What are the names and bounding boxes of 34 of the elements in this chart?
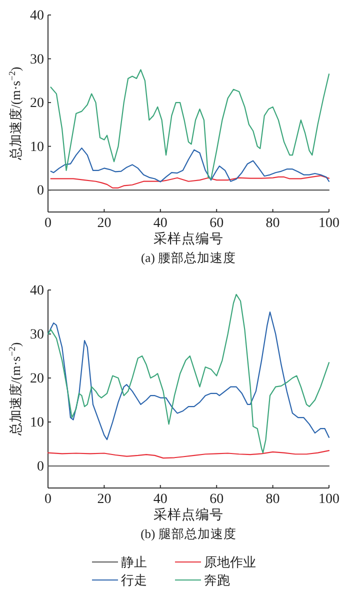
line-series (47, 450, 330, 459)
legend-label: 原地作业 (204, 554, 256, 570)
line-series (50, 148, 330, 182)
y-tick-label: 10 (30, 416, 44, 430)
y-tick-label: 40 (30, 8, 44, 24)
x-tick-label: 60 (210, 216, 224, 231)
x-tick-label: 80 (266, 216, 280, 231)
x-tick-label: 20 (97, 216, 112, 231)
legend-label: 静止 (121, 554, 147, 570)
y-tick-label: 30 (30, 52, 44, 68)
y-tick-label: 40 (30, 284, 44, 298)
y-tick-label: 0 (37, 184, 44, 199)
x-tick-label: 80 (266, 492, 280, 507)
legend-label: 奔跑 (204, 572, 230, 588)
y-tick-label: 30 (30, 328, 44, 342)
text: (a) 腰部总加速度 (141, 250, 236, 265)
y-tick-label: 20 (30, 96, 44, 112)
x-tick-label: 40 (153, 216, 168, 231)
x-axis-title: 采样点编号 (154, 507, 224, 522)
x-axis-title: 采样点编号 (154, 231, 224, 246)
line-series (50, 175, 330, 188)
y-tick-label: 20 (30, 372, 44, 386)
x-tick-label: 20 (97, 492, 112, 507)
line-series (47, 311, 330, 440)
y-tick-label: 10 (30, 140, 44, 155)
x-tick-label: 100 (318, 216, 340, 231)
line-series (47, 294, 330, 454)
legend-label: 行走 (121, 572, 147, 588)
x-tick-label: 100 (318, 492, 340, 507)
text: (b) 腿部总加速度 (140, 526, 236, 541)
x-tick-label: 40 (153, 492, 168, 507)
line-series (50, 69, 330, 180)
y-tick-label: 0 (37, 460, 44, 474)
x-tick-label: 60 (210, 492, 224, 507)
